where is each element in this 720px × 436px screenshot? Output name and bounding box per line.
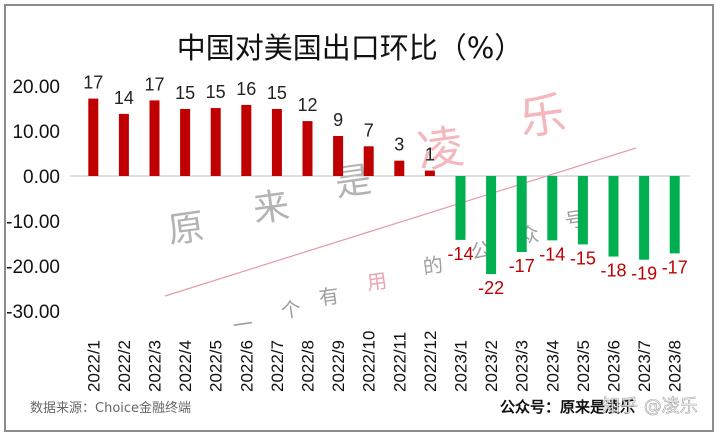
bar <box>363 146 374 176</box>
source-note: 数据来源：Choice金融终端 <box>30 400 191 416</box>
x-tick-label: 2023/7 <box>635 340 654 392</box>
bar <box>639 176 650 260</box>
y-tick-label: -30.00 <box>6 302 60 323</box>
x-tick-label: 2022/7 <box>268 340 287 392</box>
data-label: -22 <box>478 278 504 298</box>
chart-frame <box>4 4 714 432</box>
x-tick-label: 2023/6 <box>605 340 624 392</box>
account-note: 公众号：原来是凌乐 <box>500 398 635 416</box>
x-tick-label: 2022/11 <box>390 332 409 392</box>
data-label: 15 <box>175 83 195 103</box>
x-tick-label: 2023/2 <box>482 340 501 392</box>
x-tick-label: 2022/12 <box>421 331 440 392</box>
bar <box>333 135 344 176</box>
bar <box>302 121 313 176</box>
x-tick-label: 2022/8 <box>299 340 318 392</box>
watermark: 原 来 是 凌 乐 一 个 有 用 的 公 众 号 <box>164 86 637 338</box>
x-tick-label: 2023/5 <box>574 340 593 392</box>
data-label: -15 <box>570 248 596 268</box>
data-label: -14 <box>539 244 565 264</box>
bar <box>210 108 221 176</box>
bar <box>88 98 99 176</box>
y-tick-label: -10.00 <box>6 212 60 233</box>
data-label: 12 <box>297 95 317 115</box>
data-label: 9 <box>333 110 343 130</box>
bar <box>577 176 588 245</box>
x-tick-label: 2023/1 <box>452 340 471 392</box>
watermark-small-1: 个 <box>279 296 302 323</box>
bar <box>241 104 252 176</box>
x-tick-label: 2022/10 <box>360 331 379 392</box>
x-tick-label: 2023/8 <box>666 340 685 392</box>
bar <box>118 113 129 176</box>
bar <box>394 160 405 176</box>
x-tick-label: 2022/9 <box>329 340 348 392</box>
data-label: -17 <box>509 256 535 276</box>
data-label: 3 <box>394 135 404 155</box>
data-label: -14 <box>447 244 473 264</box>
data-label: 17 <box>83 73 103 93</box>
data-label: 16 <box>236 79 256 99</box>
watermark-char-lai: 来 <box>251 185 292 231</box>
watermark-small-4: 的 <box>421 252 444 279</box>
bar <box>180 108 191 176</box>
watermark-small-2: 有 <box>317 283 340 310</box>
x-tick-label: 2022/6 <box>237 340 256 392</box>
chart-title: 中国对美国出口环比（%） <box>177 31 524 65</box>
bar <box>271 108 282 176</box>
watermark-char-le: 乐 <box>516 86 569 146</box>
y-tick-label: 0.00 <box>23 167 60 188</box>
bar <box>486 176 497 275</box>
x-tick-label: 2022/5 <box>207 340 226 392</box>
data-label: 17 <box>144 74 164 94</box>
x-tick-label: 2022/4 <box>176 340 195 392</box>
bars <box>88 98 680 275</box>
x-tick-label: 2022/1 <box>84 340 103 392</box>
y-tick-label: 10.00 <box>12 122 60 143</box>
data-label: 15 <box>206 82 226 102</box>
x-tick-label: 2023/3 <box>513 340 532 392</box>
data-label: 7 <box>364 120 374 140</box>
watermark-char-ling: 凌 <box>414 119 467 179</box>
x-tick-label: 2022/3 <box>146 340 165 392</box>
bar <box>516 176 527 253</box>
watermark-char-yuan: 原 <box>166 206 207 252</box>
data-label: 14 <box>114 88 134 108</box>
x-tick-label: 2022/2 <box>115 340 134 392</box>
data-label: -19 <box>631 264 657 284</box>
y-axis: 20.00 10.00 0.00 -10.00 -20.00 -30.00 <box>6 77 60 323</box>
watermark-small-3: 用 <box>365 268 388 295</box>
y-tick-label: 20.00 <box>12 77 60 98</box>
bar <box>669 176 680 254</box>
x-axis: 2022/1 2022/2 2022/3 2022/4 2022/5 2022/6 2022… <box>84 331 684 392</box>
data-label: 15 <box>267 83 287 103</box>
bar <box>455 176 466 240</box>
bar <box>547 176 558 241</box>
data-label: -17 <box>662 257 688 277</box>
bar <box>149 100 160 176</box>
x-tick-label: 2023/4 <box>543 340 562 392</box>
data-label: -18 <box>600 261 626 281</box>
y-tick-label: -20.00 <box>6 257 60 278</box>
watermark-small-0: 一 <box>231 311 254 338</box>
watermark-diagonal-line <box>164 147 637 297</box>
bar <box>424 170 435 176</box>
zhihu-watermark: 知乎 @凌乐 <box>602 396 698 417</box>
data-label: 1 <box>425 145 435 165</box>
bar <box>608 176 619 257</box>
